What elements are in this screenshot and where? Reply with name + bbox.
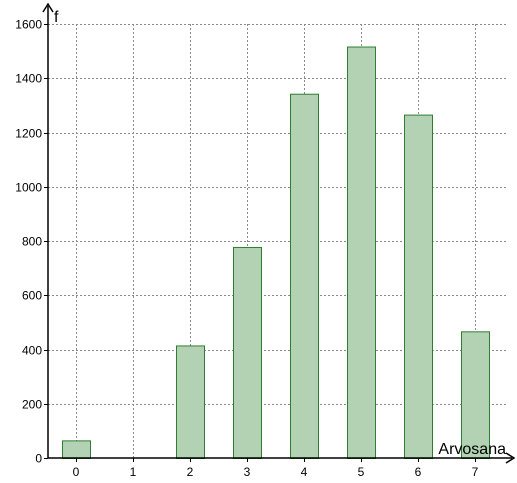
x-tick-label: 2 xyxy=(187,465,194,479)
x-tick-label: 6 xyxy=(415,465,422,479)
ticks xyxy=(44,24,476,462)
x-tick-label: 4 xyxy=(301,465,308,479)
y-tick-label: 200 xyxy=(22,398,42,412)
bar-2 xyxy=(176,345,205,459)
x-tick-label: 1 xyxy=(130,465,137,479)
x-axis-arrow-icon xyxy=(505,452,516,464)
axes xyxy=(42,2,516,464)
y-tick-label: 1600 xyxy=(15,18,42,32)
grid xyxy=(48,24,508,458)
x-tick-label: 0 xyxy=(73,465,80,479)
labels: 0 200 400 600 800 1000 1200 1400 1600 0 1 2 3 4 5 6 7 xyxy=(15,18,478,480)
y-tick-label: 1200 xyxy=(15,127,42,141)
bar-4 xyxy=(290,93,319,460)
bar-5 xyxy=(347,46,376,459)
y-tick-label: 400 xyxy=(22,344,42,358)
bar-3 xyxy=(233,246,262,459)
y-axis-title: f xyxy=(54,9,59,26)
x-tick-label: 5 xyxy=(358,465,365,479)
y-tick-label: 600 xyxy=(22,289,42,303)
y-axis-arrow-icon xyxy=(42,2,54,13)
y-tick-label: 0 xyxy=(35,452,42,466)
x-axis-title: Arvosana xyxy=(438,441,506,458)
x-tick-label: 3 xyxy=(244,465,251,479)
y-tick-label: 800 xyxy=(22,235,42,249)
bar-0 xyxy=(62,440,91,459)
y-tick-label: 1000 xyxy=(15,181,42,195)
bar-7 xyxy=(461,331,490,460)
y-tick-label: 1400 xyxy=(15,72,42,86)
bar-6 xyxy=(404,114,433,459)
bars xyxy=(62,46,490,460)
x-tick-label: 7 xyxy=(472,465,479,479)
